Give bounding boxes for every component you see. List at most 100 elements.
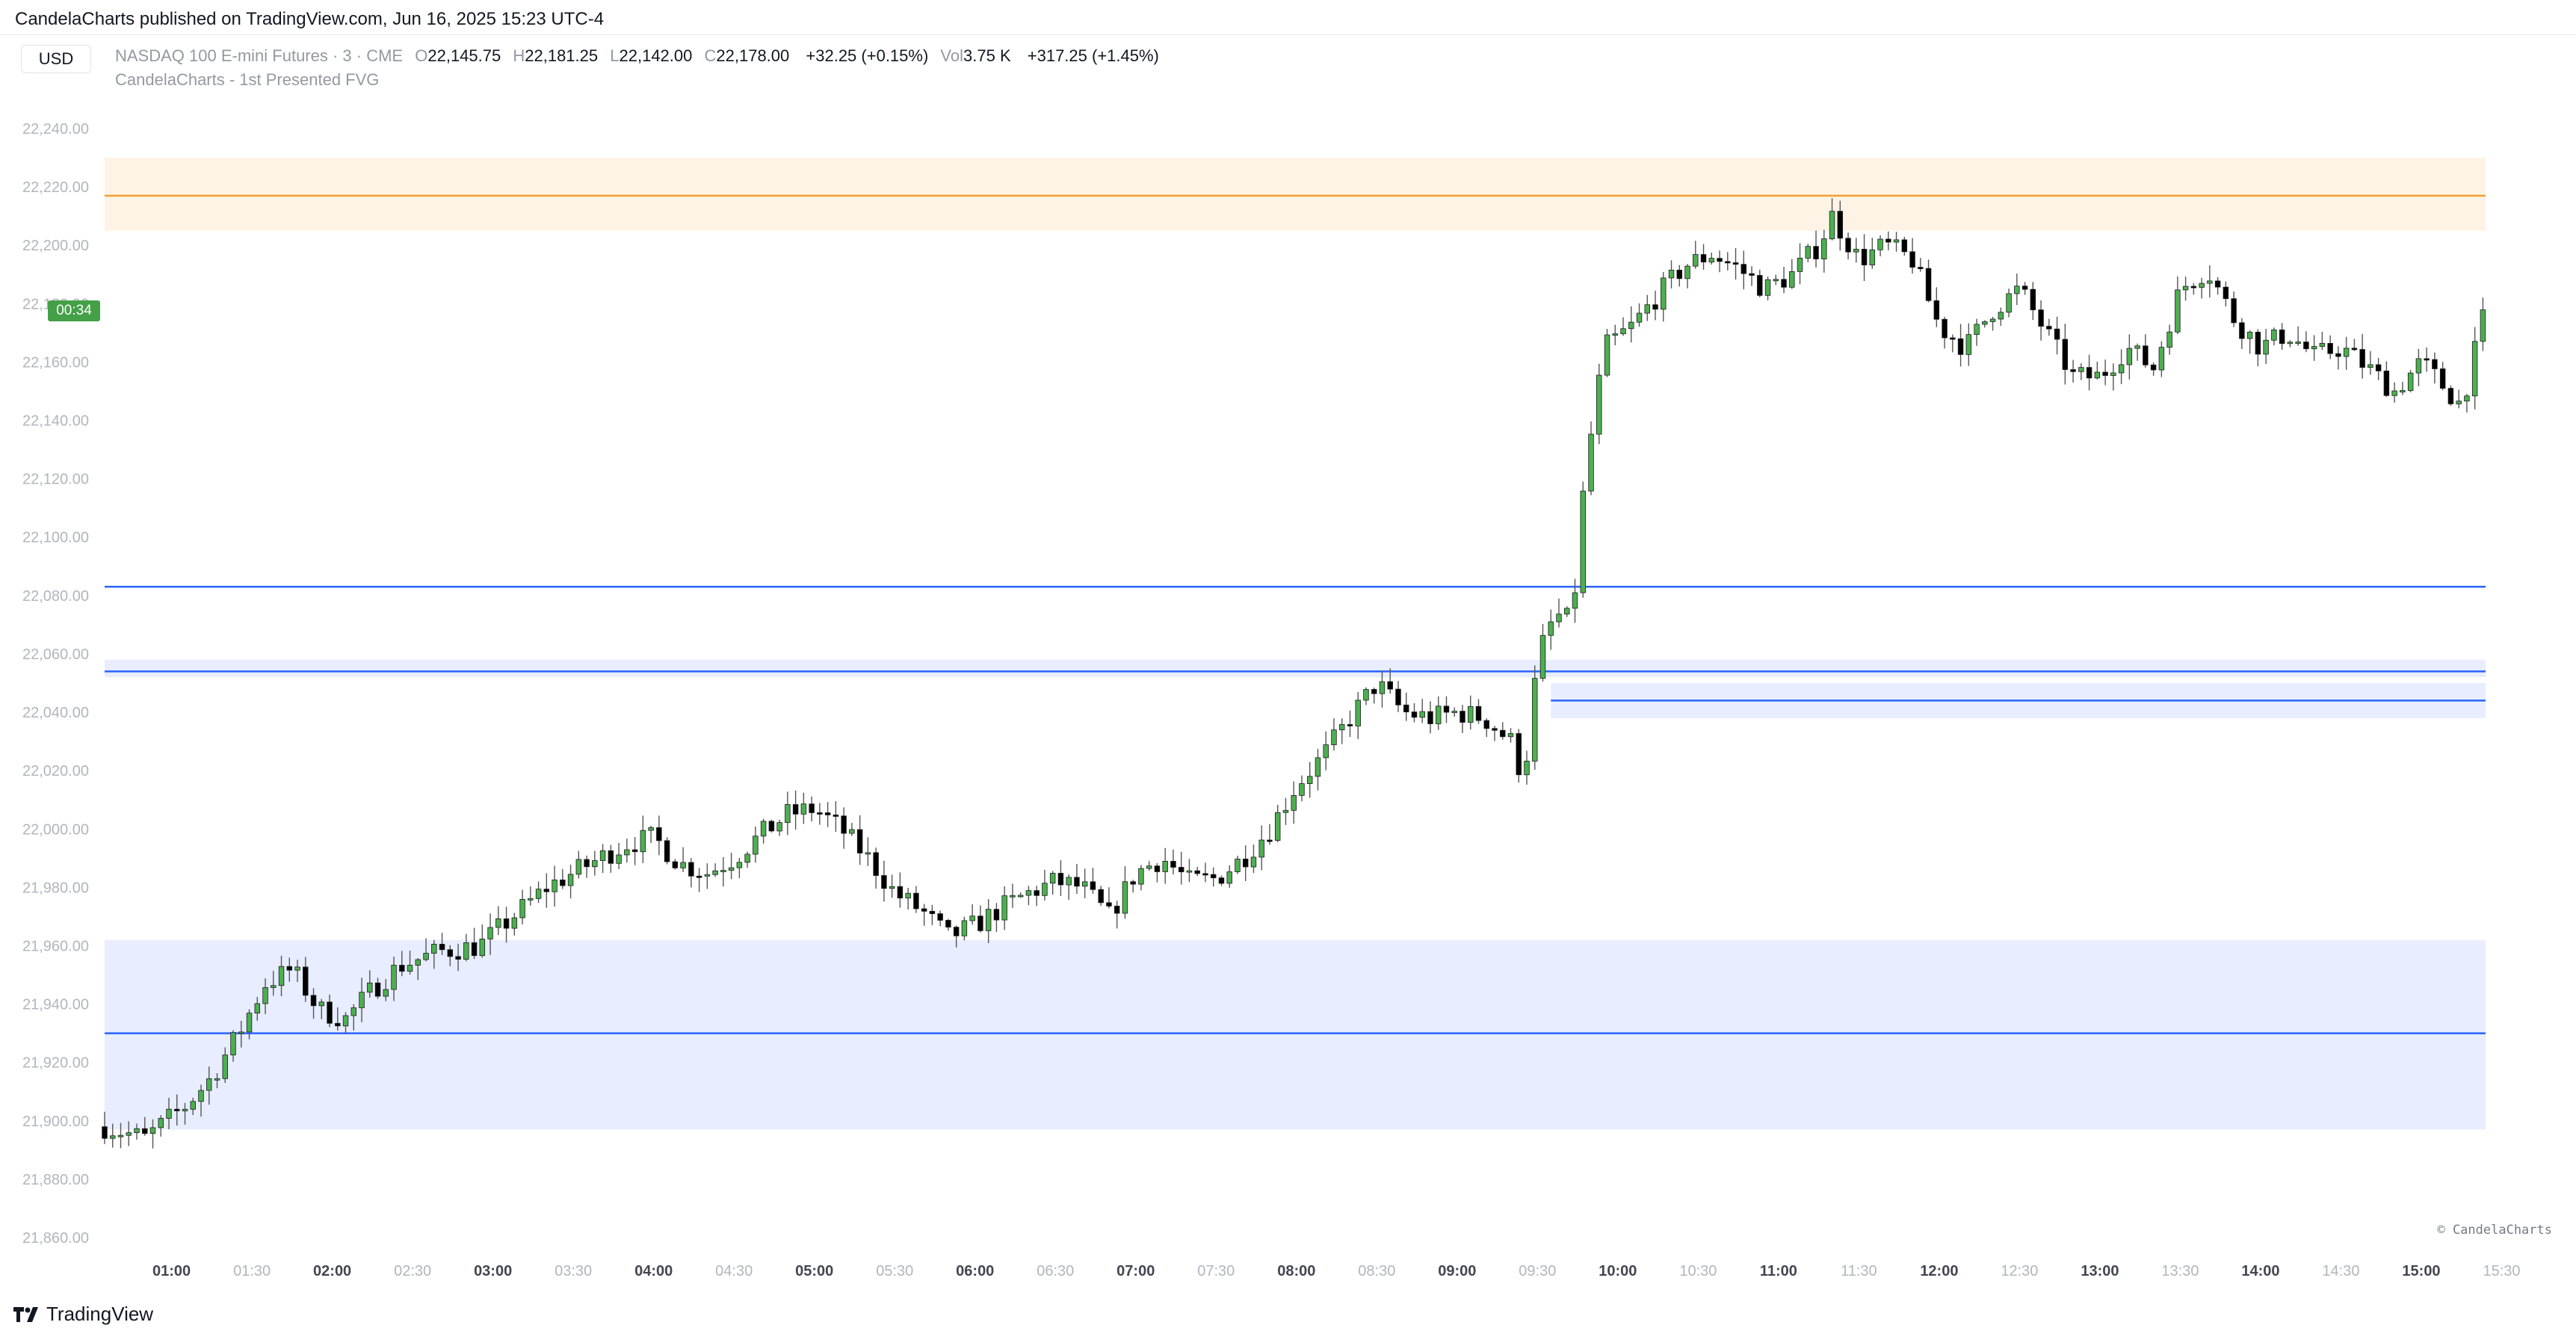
candle-body <box>616 854 622 864</box>
candle-body <box>2439 368 2446 389</box>
high-label: H <box>513 46 525 65</box>
candle-body <box>985 909 992 931</box>
candle-body <box>1717 258 1723 262</box>
low-value: 22,142.00 <box>619 46 693 65</box>
tradingview-brand[interactable]: TradingView <box>13 1303 153 1326</box>
y-tick-label: 21,940.00 <box>22 997 89 1013</box>
candle-body <box>776 822 782 832</box>
candle-body <box>696 875 702 878</box>
bar-countdown-badge: 00:34 <box>48 300 100 321</box>
candle-body <box>415 959 421 966</box>
candle-body <box>1732 262 1739 265</box>
x-tick-label: 01:00 <box>152 1263 191 1279</box>
candle-body <box>1170 861 1176 868</box>
candle-body <box>2134 345 2140 349</box>
candle-body <box>2014 285 2020 294</box>
candle-body <box>149 1127 156 1134</box>
x-tick-label: 08:30 <box>1358 1263 1395 1279</box>
session-change-value: +317.25 (+1.45%) <box>1027 46 1159 65</box>
x-tick-label: 07:30 <box>1197 1263 1235 1279</box>
candle-body <box>760 821 767 837</box>
fvg-zone-1 <box>105 939 2486 1130</box>
candle-body <box>1612 333 1618 336</box>
candle-body <box>1299 783 1305 796</box>
candle-body <box>1443 705 1450 713</box>
y-tick-label: 22,020.00 <box>22 763 89 779</box>
candle-body <box>1451 711 1457 714</box>
currency-button[interactable]: USD <box>21 45 91 73</box>
candle-body <box>905 892 911 899</box>
candle-body <box>856 829 863 853</box>
candle-body <box>953 927 960 936</box>
candle-body <box>1492 728 1498 731</box>
candle-body <box>841 815 847 834</box>
ohlc-legend: NASDAQ 100 E-mini Futures · 3 · CME O22,… <box>115 46 1159 66</box>
candle-body <box>117 1134 124 1137</box>
candle-body <box>1218 877 1225 884</box>
candle-body <box>407 965 413 972</box>
candle-body <box>1017 895 1024 898</box>
candle-body <box>664 840 670 862</box>
candle-body <box>897 886 904 899</box>
candle-body <box>656 827 662 842</box>
candle-body <box>1950 337 1956 340</box>
candle-body <box>230 1032 236 1056</box>
candle-body <box>680 862 686 868</box>
candle-body <box>1122 881 1128 914</box>
candle-body <box>1282 809 1289 813</box>
candle-body <box>1379 681 1386 694</box>
candle-body <box>2327 343 2333 354</box>
candle-body <box>2062 339 2069 370</box>
candle-body <box>1098 889 1104 904</box>
candle-body <box>1764 279 1771 296</box>
candle-body <box>584 859 590 868</box>
candle-body <box>1154 865 1161 872</box>
candle-body <box>1749 273 1755 276</box>
candle-body <box>1974 324 1980 336</box>
copyright-watermark: © CandelaCharts <box>2437 1223 2552 1238</box>
candle-body <box>599 850 606 861</box>
candle-body <box>688 862 694 877</box>
candle-body <box>487 927 493 939</box>
candle-body <box>1989 318 1996 322</box>
candle-body <box>1138 868 1144 885</box>
x-tick-label: 03:00 <box>474 1263 512 1279</box>
candle-body <box>824 812 831 815</box>
candle-body <box>1403 704 1409 713</box>
candle-body <box>1242 859 1249 868</box>
candle-body <box>1178 867 1184 873</box>
candle-body <box>648 827 654 831</box>
candle-body <box>254 1003 261 1014</box>
candle-body <box>608 850 614 864</box>
candle-body <box>102 1126 108 1139</box>
candle-body <box>271 985 277 988</box>
x-tick-label: 05:30 <box>876 1263 913 1279</box>
candle-body <box>2335 353 2341 357</box>
candle-body <box>455 956 461 960</box>
candle-body <box>2319 343 2326 347</box>
candle-body <box>1620 328 1626 335</box>
indicator-title[interactable]: CandelaCharts - 1st Presented FVG <box>115 70 380 89</box>
candle-body <box>2214 280 2221 288</box>
x-tick-label: 09:30 <box>1519 1263 1556 1279</box>
candle-body <box>1604 334 1610 376</box>
candle-body <box>2102 371 2108 376</box>
candle-body <box>560 879 566 886</box>
symbol-description[interactable]: NASDAQ 100 E-mini Futures · 3 · CME <box>115 46 404 65</box>
candle-body <box>1539 634 1546 679</box>
publish-line: CandelaCharts published on TradingView.c… <box>15 9 605 29</box>
candle-body <box>2207 280 2213 284</box>
candle-body <box>1789 271 1795 288</box>
candles-layer <box>102 198 2486 1149</box>
candle-body <box>1837 211 1844 239</box>
candle-body <box>1853 249 1859 253</box>
candle-body <box>1998 312 2004 320</box>
candle-body <box>1572 592 1578 609</box>
candle-body <box>479 939 486 957</box>
x-tick-label: 09:00 <box>1438 1263 1476 1279</box>
candle-body <box>2110 372 2116 376</box>
candle-body <box>535 889 542 899</box>
candle-body <box>1500 729 1506 738</box>
candle-body <box>391 965 397 990</box>
